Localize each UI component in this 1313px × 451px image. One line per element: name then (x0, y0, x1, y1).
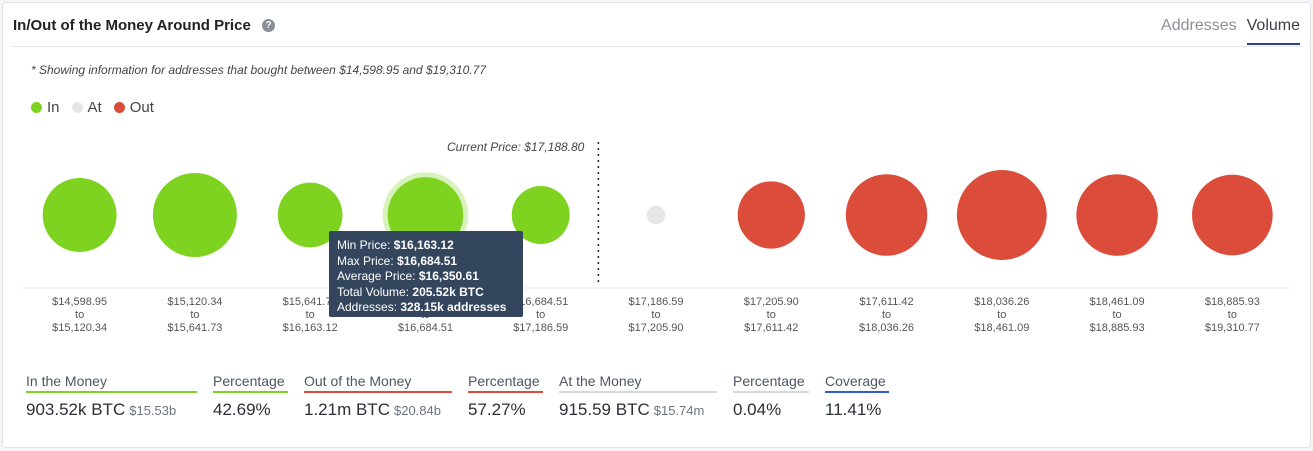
at-dot-icon (71, 102, 83, 113)
current-price-label: Current Price: $17,188.80 (447, 140, 585, 154)
x-tick-label: to (882, 309, 891, 321)
chart-legend: In At Out (31, 99, 154, 116)
stat-sub: $20.84b (393, 403, 441, 418)
legend-item-at[interactable]: At (71, 99, 102, 116)
x-tick-label: $18,885.93 (1205, 296, 1260, 308)
tooltip-line: Max Price: $16,684.51 (337, 253, 458, 268)
legend-item-out[interactable]: Out (113, 99, 154, 116)
x-tick-label: $16,163.12 (283, 322, 338, 334)
x-tick-label: $16,684.51 (398, 322, 453, 334)
bubble[interactable] (1076, 174, 1158, 256)
stat-value: 0.04% (733, 400, 782, 419)
x-tick-label: $17,205.90 (744, 296, 799, 308)
legend-label-out: Out (129, 99, 154, 116)
x-tick-label: to (1112, 309, 1121, 321)
x-tick-label: to (997, 309, 1006, 321)
question-icon[interactable]: ? (262, 19, 275, 32)
bubble[interactable] (1192, 174, 1273, 256)
stat-at-percentage: Percentage 0.04% (733, 373, 809, 420)
stat-sub: $15.53b (129, 403, 177, 418)
in-dot-icon (31, 102, 42, 113)
legend-label-at: At (87, 99, 102, 116)
x-tick-label: $18,885.93 (1090, 322, 1145, 334)
bubble-chart: $14,598.95to$15,120.34$15,120.34to$15,64… (22, 140, 1290, 334)
bubble[interactable] (42, 178, 117, 252)
stat-sub: $15.74m (653, 403, 705, 418)
x-tick-label: to (536, 309, 545, 321)
x-tick-label: $17,611.42 (744, 322, 798, 334)
page-title: In/Out of the Money Around Price (13, 17, 251, 34)
stat-coverage: Coverage 11.41% (825, 373, 889, 420)
bubble[interactable] (646, 205, 666, 225)
x-tick-label: to (306, 309, 315, 321)
x-tick-label: $19,310.77 (1205, 322, 1260, 334)
x-tick-label: $15,120.34 (52, 322, 107, 334)
x-tick-label: $18,036.26 (859, 322, 914, 334)
bubble[interactable] (737, 181, 805, 249)
stat-out-of-the-money: Out of the Money 1.21m BTC $20.84b (304, 373, 452, 420)
header-divider (11, 46, 1302, 47)
x-tick-label: $17,205.90 (628, 322, 683, 334)
tooltip-line: Average Price: $16,350.61 (337, 269, 479, 284)
stat-value: 903.52k BTC (26, 400, 126, 419)
stat-in-percentage: Percentage 42.69% (213, 373, 288, 420)
x-tick-label: $15,120.34 (167, 296, 222, 308)
bubble[interactable] (956, 170, 1047, 260)
stat-in-the-money: In the Money 903.52k BTC $15.53b (26, 373, 197, 420)
x-tick-label: $14,598.95 (52, 296, 107, 308)
stat-out-percentage: Percentage 57.27% (468, 373, 543, 420)
legend-label-in: In (47, 99, 60, 116)
x-tick-label: $18,036.26 (974, 296, 1029, 308)
tooltip-line: Total Volume: 205.52k BTC (337, 284, 484, 299)
stat-at-the-money: At the Money 915.59 BTC $15.74m (559, 373, 717, 420)
x-tick-label: to (190, 309, 199, 321)
range-note: * Showing information for addresses that… (31, 63, 486, 77)
tab-volume[interactable]: Volume (1246, 17, 1300, 45)
stat-value: 57.27% (468, 400, 526, 419)
tooltip-line: Min Price: $16,163.12 (337, 238, 454, 252)
x-tick-label: $15,641.73 (283, 296, 338, 308)
bubble-tooltip: Min Price: $16,163.12 Max Price: $16,684… (329, 231, 523, 317)
view-tabs: Addresses Volume (1161, 17, 1300, 45)
x-tick-label: $15,641.73 (167, 322, 222, 334)
x-tick-label: $18,461.09 (1090, 296, 1145, 308)
x-tick-label: $17,611.42 (859, 296, 913, 308)
x-tick-label: $17,186.59 (628, 296, 683, 308)
x-tick-label: to (651, 309, 660, 321)
x-tick-label: to (75, 309, 84, 321)
summary-stats: In the Money 903.52k BTC $15.53b Percenta… (26, 373, 905, 420)
x-tick-label: $17,186.59 (513, 322, 568, 334)
x-tick-label: to (767, 309, 776, 321)
bubble[interactable] (511, 186, 570, 244)
legend-item-in[interactable]: In (31, 99, 60, 116)
stat-value: 1.21m BTC (304, 400, 390, 419)
x-tick-label: to (1228, 309, 1237, 321)
tab-addresses[interactable]: Addresses (1161, 17, 1237, 34)
x-tick-label: $18,461.09 (974, 322, 1029, 334)
bubble[interactable] (152, 173, 237, 257)
bubble[interactable] (845, 174, 928, 256)
out-dot-icon (113, 102, 125, 113)
bubble[interactable] (277, 182, 343, 248)
x-tick-label: $16,684.51 (513, 296, 568, 308)
tooltip-line: Addresses: 328.15k addresses (337, 300, 507, 315)
stat-value: 11.41% (825, 400, 882, 419)
stat-value: 915.59 BTC (559, 400, 650, 419)
stat-value: 42.69% (213, 400, 271, 419)
